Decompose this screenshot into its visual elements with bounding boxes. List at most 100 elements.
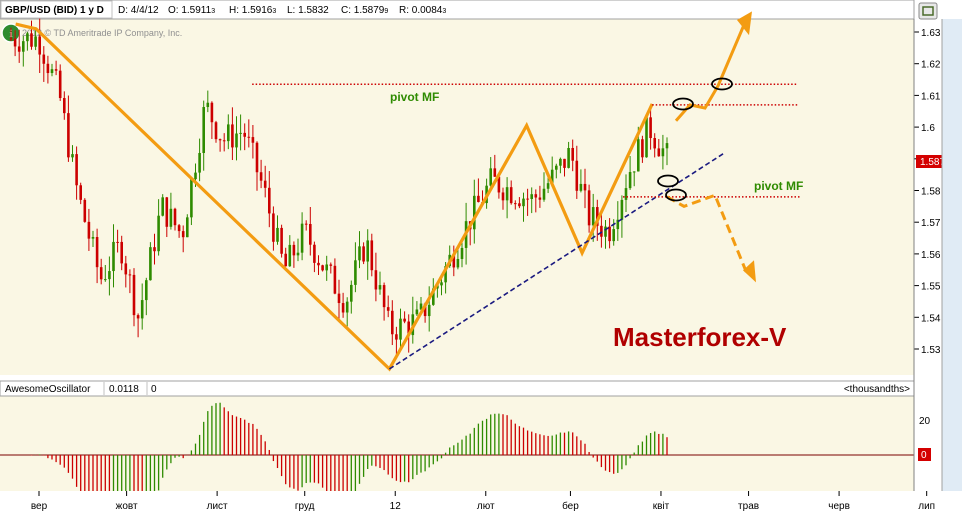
candle-body <box>391 310 394 335</box>
price-tick-label: 1.56 <box>921 250 941 261</box>
candle-body <box>419 303 423 310</box>
candle-body <box>34 36 37 47</box>
candle-body <box>75 154 78 186</box>
candle-body <box>210 102 214 123</box>
candle-body <box>477 195 480 203</box>
candle-body <box>63 98 66 114</box>
candle-body <box>407 321 410 336</box>
candle-body <box>30 33 33 47</box>
candle-body <box>583 183 587 191</box>
candle-body <box>538 197 542 200</box>
pivot-label-lower: pivot MF <box>754 179 803 193</box>
candle-body <box>489 168 492 186</box>
candle-body <box>239 132 242 134</box>
copyright-text: 2012 © TD Ameritrade IP Company, Inc. <box>22 28 182 38</box>
time-tick-label: лип <box>918 501 935 512</box>
candle-body <box>333 265 337 294</box>
candle-body <box>493 168 497 177</box>
candle-body <box>177 225 181 232</box>
candle-body <box>46 63 50 74</box>
candle-body <box>268 187 271 214</box>
price-tick-label: 1.54 <box>921 313 941 324</box>
candle-body <box>181 231 185 238</box>
price-tick-label: 1.57 <box>921 218 941 229</box>
symbol-label: GBP/USD (BID) 1 y D <box>5 5 104 16</box>
candlestick-series <box>9 18 669 356</box>
candle-body <box>596 207 599 226</box>
time-tick-label: черв <box>828 501 850 512</box>
candle-body <box>71 154 74 158</box>
candle-body <box>395 334 398 340</box>
candle-body <box>120 241 123 264</box>
candle-body <box>534 194 538 198</box>
candle-body <box>38 36 41 55</box>
candle-body <box>526 198 529 200</box>
price-tick-label: 1.62 <box>921 60 941 71</box>
candle-body <box>128 274 132 276</box>
candle-body <box>345 301 349 313</box>
candle-body <box>259 172 263 181</box>
forecast-down-path <box>666 193 750 277</box>
candle-body <box>317 262 320 266</box>
candle-body <box>604 226 607 237</box>
close-label: C: 1.58799 <box>341 5 388 16</box>
candle-body <box>456 258 460 268</box>
candle-body <box>26 33 29 42</box>
candle-body <box>296 252 300 256</box>
candle-body <box>255 142 259 173</box>
candle-body <box>169 208 173 227</box>
candle-body <box>608 226 611 242</box>
open-label: O: 1.59113 <box>168 5 215 16</box>
candle-body <box>235 133 238 148</box>
oscillator-pane[interactable] <box>0 396 914 491</box>
candle-body <box>579 183 583 191</box>
indicator-value: 0.0118 <box>109 384 139 395</box>
candle-body <box>337 293 341 304</box>
candle-body <box>276 227 279 242</box>
candle-body <box>423 303 427 317</box>
candle-body <box>452 254 456 268</box>
candle-body <box>399 318 402 340</box>
high-label: H: 1.59163 <box>229 5 276 16</box>
candle-body <box>263 180 267 188</box>
candle-body <box>509 187 513 204</box>
candle-body <box>288 244 292 267</box>
candle-body <box>108 271 111 280</box>
date-label: D: 4/4/12 <box>118 5 159 16</box>
candle-body <box>272 213 275 242</box>
watermark-text: Masterforex-V <box>613 322 787 352</box>
candle-body <box>309 223 312 245</box>
time-tick-label: лют <box>477 501 495 512</box>
candle-body <box>186 217 189 238</box>
candle-body <box>645 117 648 158</box>
price-tick-label: 1.63 <box>921 28 941 39</box>
candle-body <box>116 241 119 243</box>
candle-body <box>612 229 615 242</box>
candle-body <box>214 122 218 140</box>
candle-body <box>641 139 644 158</box>
candle-body <box>546 183 550 189</box>
candle-body <box>136 315 140 319</box>
candle-body <box>522 198 525 207</box>
candle-body <box>104 279 107 281</box>
candle-body <box>624 188 628 200</box>
candle-body <box>132 274 136 316</box>
candle-body <box>222 140 226 142</box>
candle-body <box>444 266 447 283</box>
candle-body <box>284 253 287 267</box>
price-pane[interactable] <box>0 19 914 375</box>
candle-body <box>67 113 70 158</box>
candle-body <box>206 102 210 108</box>
low-label: L: 1.5832 <box>287 5 329 16</box>
header-bar: GBP/USD (BID) 1 y D D: 4/4/12 O: 1.59113… <box>0 0 915 20</box>
time-tick-label: бер <box>562 500 579 512</box>
candle-body <box>653 138 656 149</box>
forecast-up-arrowhead <box>737 11 752 36</box>
trend-zigzag-line <box>15 22 654 372</box>
candle-body <box>628 172 632 189</box>
candle-body <box>403 318 406 322</box>
maximize-button[interactable] <box>918 2 938 20</box>
candle-body <box>325 264 328 271</box>
candle-body <box>95 237 99 268</box>
